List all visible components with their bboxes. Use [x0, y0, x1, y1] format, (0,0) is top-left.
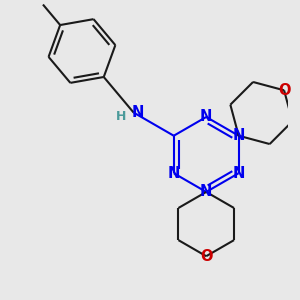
- Text: O: O: [278, 83, 290, 98]
- Text: N: N: [232, 166, 245, 181]
- Text: H: H: [116, 110, 126, 123]
- Text: O: O: [200, 249, 212, 264]
- Text: N: N: [200, 110, 212, 124]
- Text: N: N: [232, 128, 245, 143]
- Text: N: N: [200, 184, 212, 200]
- Text: N: N: [132, 105, 144, 120]
- Text: N: N: [168, 166, 180, 181]
